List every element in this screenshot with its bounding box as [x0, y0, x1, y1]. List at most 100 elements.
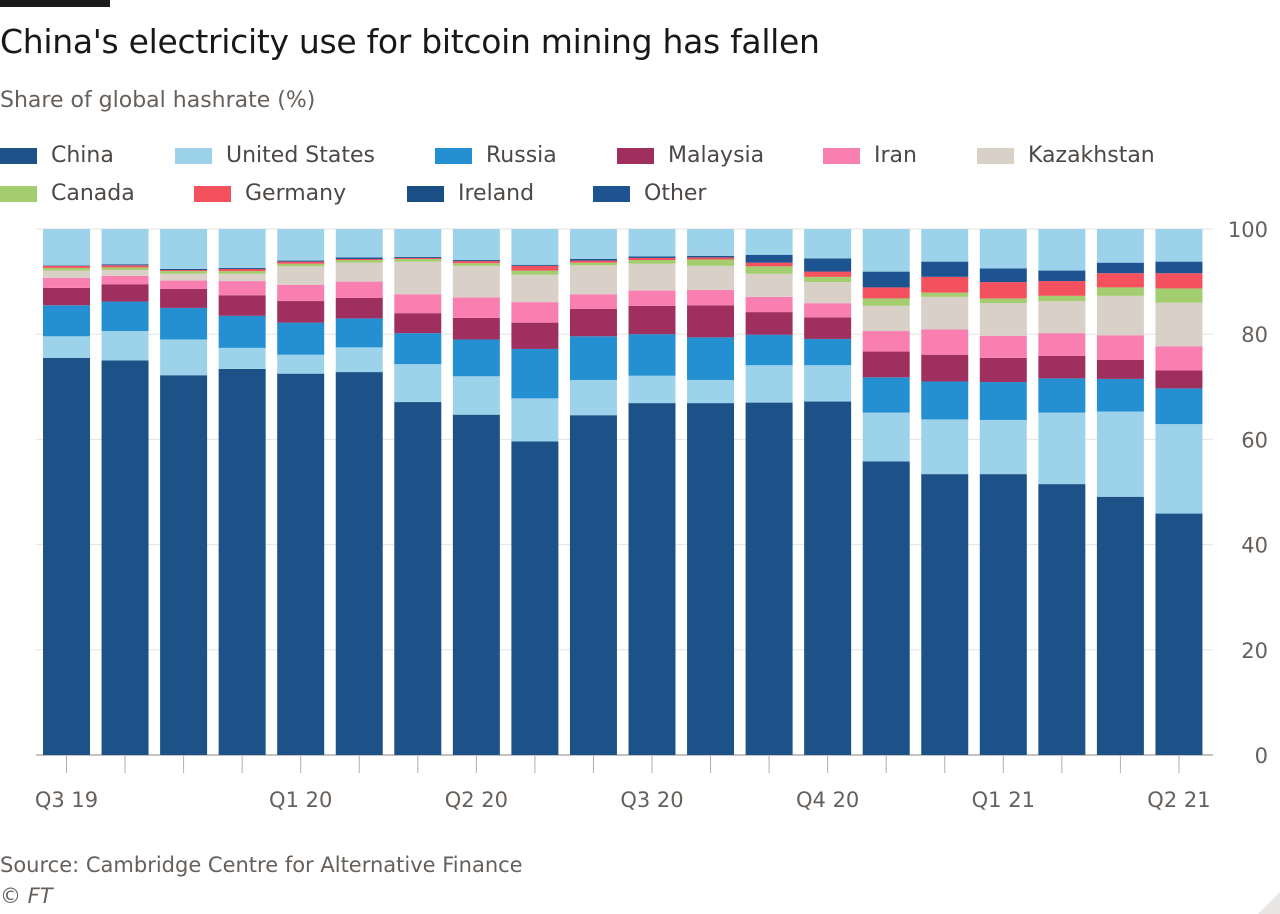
bar-segment [862, 305, 910, 332]
bar-segment [862, 412, 910, 462]
bar-segment [1155, 273, 1203, 289]
bar-segment [1038, 270, 1086, 282]
bar-segment [43, 305, 90, 337]
bar-segment [921, 296, 969, 330]
x-tick-label: Q1 20 [269, 788, 332, 812]
bar-segment [979, 382, 1027, 420]
bar-segment [628, 229, 676, 257]
bar-segment [452, 229, 500, 261]
bar-segment [862, 331, 910, 352]
y-tick-label: 80 [1241, 323, 1268, 347]
legend-item-iran: Iran [823, 143, 917, 168]
legend-swatch [823, 147, 860, 164]
bar-segment [335, 318, 383, 348]
legend-label: Kazakhstan [1028, 143, 1155, 168]
bar-segment [862, 351, 910, 378]
bar-segment [921, 261, 969, 277]
bar-segment [1155, 424, 1203, 514]
bar-segment [628, 290, 676, 306]
bar-segment [569, 294, 617, 309]
bar-segment [1155, 302, 1203, 347]
bar-segment [160, 375, 208, 755]
legend-item-other: Other [593, 181, 706, 206]
bar-segment [394, 256, 442, 258]
bar-segment [1038, 281, 1086, 296]
bar-segment [921, 419, 969, 475]
bar-segment [218, 273, 266, 282]
bar-segment [745, 296, 793, 313]
bar-segment [277, 301, 325, 323]
bar-segment [218, 295, 266, 316]
bar-segment [511, 441, 559, 755]
bar-segment [687, 259, 735, 266]
bar-segment [628, 403, 676, 755]
bar-segment [569, 308, 617, 337]
y-tick-label: 20 [1241, 639, 1268, 663]
bar-segment [277, 260, 325, 262]
legend-label: China [51, 143, 114, 168]
bar-segment [335, 258, 383, 261]
chart-legend: China United States Russia Malaysia Iran… [0, 143, 1260, 217]
legend-label: Iran [874, 143, 917, 168]
bar-segment [43, 267, 90, 271]
bar-segment [335, 262, 383, 282]
bar-segment [569, 262, 617, 266]
bar-segment [160, 280, 208, 289]
bar-segment [745, 266, 793, 274]
bar-segment [569, 415, 617, 755]
bar-segment [452, 414, 500, 755]
y-tick-label: 40 [1241, 534, 1268, 558]
bar-segment [335, 297, 383, 319]
bar-segment [452, 297, 500, 318]
bar-segment [687, 290, 735, 306]
legend-label: Ireland [458, 181, 535, 206]
bar-segment [452, 263, 500, 266]
bar-segment [160, 339, 208, 376]
brand-bar [0, 0, 110, 7]
bar-segment [101, 270, 149, 276]
bar-segment [1038, 295, 1086, 302]
bar-segment [1096, 287, 1144, 296]
legend-item-canada: Canada [0, 181, 135, 206]
bar-segment [1155, 513, 1203, 755]
bar-segment [1155, 346, 1203, 371]
bar-segment [804, 271, 852, 277]
legend-swatch [175, 147, 212, 164]
bar-segment [394, 333, 442, 365]
bar-segment [921, 229, 969, 262]
bar-segment [687, 403, 735, 755]
bar-segment [218, 267, 266, 269]
bar-segment [979, 303, 1027, 336]
bar-segment [745, 312, 793, 335]
bar-segment [43, 270, 90, 278]
bar-segment [804, 303, 852, 318]
bar-segment [979, 229, 1027, 269]
bar-segment [1096, 262, 1144, 274]
bar-segment [745, 254, 793, 263]
bar-segment [921, 354, 969, 382]
bar-segment [745, 262, 793, 267]
bar-segment [569, 379, 617, 416]
bar-segment [452, 260, 500, 262]
bar-segment [277, 229, 325, 261]
bar-segment [218, 229, 266, 268]
chart-copyright: © FT [0, 884, 53, 908]
legend-swatch [194, 185, 231, 202]
bar-segment [687, 257, 735, 260]
bar-segment [804, 258, 852, 272]
bar-segment [218, 315, 266, 348]
bar-segment [979, 357, 1027, 383]
bar-segment [569, 258, 617, 261]
legend-swatch [0, 185, 37, 202]
bar-segment [862, 298, 910, 306]
legend-item-china: China [0, 143, 114, 168]
bar-segment [277, 284, 325, 302]
bar-segment [511, 322, 559, 349]
bar-segment [804, 282, 852, 304]
bar-segment [804, 229, 852, 259]
bar-segment [218, 268, 266, 272]
bar-segment [511, 265, 559, 271]
bar-segment [101, 265, 149, 268]
x-tick-label: Q4 20 [796, 788, 859, 812]
bar-segment [628, 334, 676, 376]
